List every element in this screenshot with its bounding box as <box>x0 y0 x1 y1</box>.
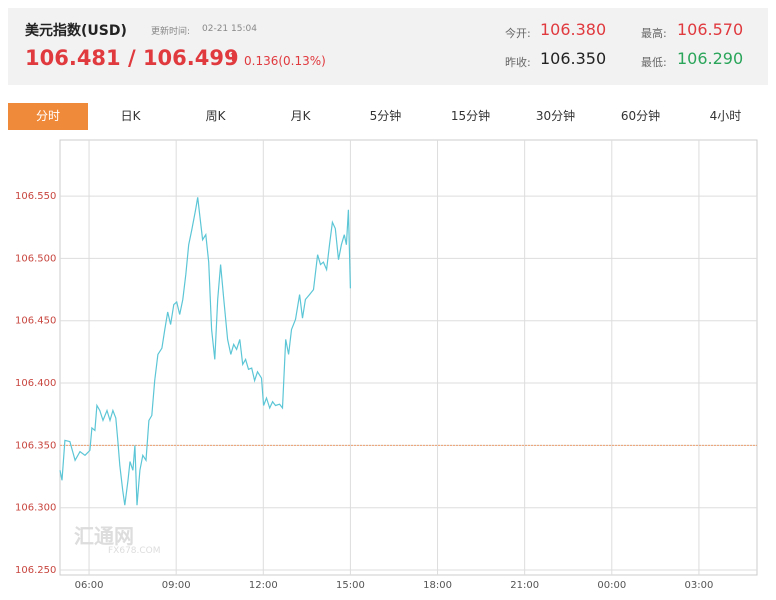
update-label: 更新时间: <box>151 27 191 37</box>
open-label: 今开: <box>505 27 531 40</box>
tab[interactable]: 15分钟 <box>450 109 491 123</box>
tab[interactable]: 60分钟 <box>620 109 661 123</box>
x-tick-label: 21:00 <box>510 580 539 591</box>
update-time: 02-21 15:04 <box>202 24 257 34</box>
high: 106.570 <box>677 20 744 39</box>
up-arrow: ⬆ <box>228 50 239 65</box>
tab[interactable]: 4小时 <box>709 109 742 123</box>
price-line <box>59 197 351 506</box>
x-tick-label: 15:00 <box>336 580 365 591</box>
title: 美元指数(USD) <box>25 23 127 39</box>
prev-close-label: 昨收: <box>505 56 531 69</box>
quote-header: 美元指数(USD) 更新时间: 02-21 15:04 106.481 / 10… <box>8 8 768 85</box>
low: 106.290 <box>677 49 744 68</box>
x-tick-label: 00:00 <box>597 580 626 591</box>
x-tick-label: 18:00 <box>423 580 452 591</box>
prev-close: 106.350 <box>540 49 607 68</box>
open: 106.380 <box>540 20 607 39</box>
y-tick-label: 106.450 <box>15 316 56 327</box>
y-tick-label: 106.500 <box>15 253 56 264</box>
watermark-name: 汇通网 <box>74 524 134 548</box>
y-tick-label: 106.300 <box>15 503 56 514</box>
plot-frame <box>59 139 758 576</box>
y-tick-label: 106.550 <box>15 191 56 202</box>
change: 0.136(0.13%) <box>244 54 326 68</box>
x-tick-label: 09:00 <box>162 580 191 591</box>
tab[interactable]: 5分钟 <box>369 109 402 123</box>
low-label: 最低: <box>641 56 667 69</box>
tab[interactable]: 日K <box>120 109 141 123</box>
high-label: 最高: <box>641 27 667 40</box>
y-tick-label: 106.250 <box>15 565 56 576</box>
watermark-site: FX678.COM <box>108 546 161 556</box>
x-tick-label: 03:00 <box>685 580 714 591</box>
y-tick-label: 106.400 <box>15 378 56 389</box>
price: 106.481 / 106.499 <box>25 46 239 70</box>
x-tick-label: 12:00 <box>249 580 278 591</box>
tab-bar: 分时 日K 周K 月K 5分钟 15分钟 30分钟 60分钟 4小时 <box>8 103 768 130</box>
y-tick-label: 106.350 <box>15 440 56 451</box>
tab[interactable]: 分时 <box>8 103 88 130</box>
tab[interactable]: 周K <box>205 109 226 123</box>
tab[interactable]: 30分钟 <box>535 109 576 123</box>
x-tick-label: 06:00 <box>75 580 104 591</box>
tab[interactable]: 月K <box>290 109 311 123</box>
